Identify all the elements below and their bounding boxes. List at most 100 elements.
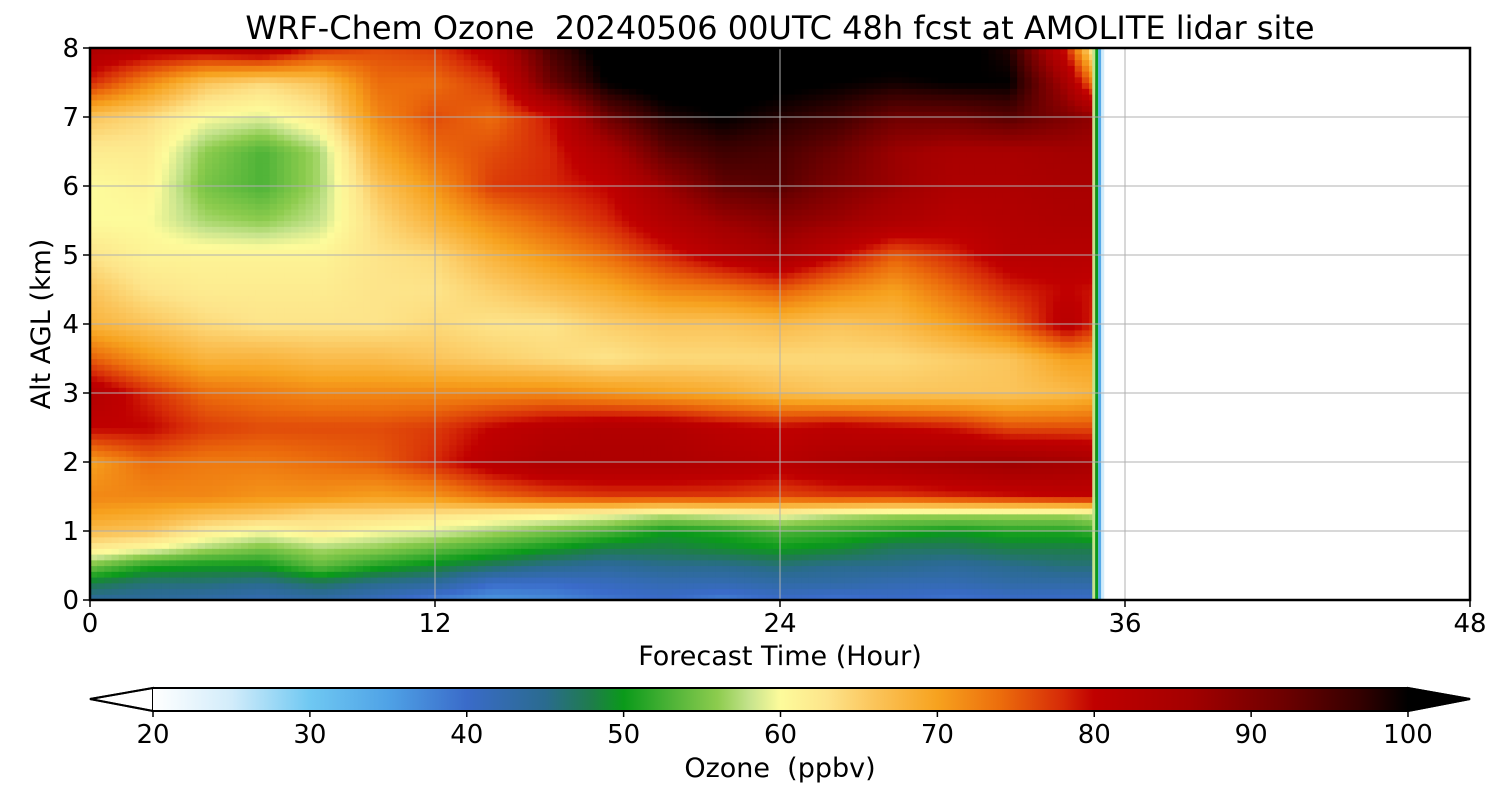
- heatmap-cell: [118, 335, 127, 342]
- heatmap-cell: [276, 312, 285, 319]
- heatmap-cell: [104, 588, 113, 595]
- heatmap-cell: [456, 289, 465, 296]
- heatmap-cell: [97, 283, 105, 291]
- heatmap-cell: [118, 59, 127, 66]
- heatmap-cell: [327, 335, 335, 342]
- heatmap-cell: [248, 450, 256, 457]
- heatmap-cell: [449, 358, 458, 365]
- heatmap-cell: [384, 416, 393, 423]
- heatmap-cell: [435, 48, 443, 55]
- heatmap-cell: [334, 433, 343, 440]
- heatmap-cell: [147, 536, 156, 544]
- heatmap-cell: [391, 536, 400, 544]
- heatmap-cell: [205, 393, 213, 400]
- heatmap-cell: [183, 531, 192, 538]
- heatmap-cell: [169, 502, 177, 509]
- heatmap-cell: [147, 381, 156, 388]
- heatmap-cell: [154, 421, 163, 429]
- heatmap-cell: [219, 485, 228, 492]
- heatmap-cell: [284, 519, 292, 526]
- heatmap-cell: [391, 145, 400, 153]
- heatmap-cell: [456, 502, 465, 509]
- heatmap-cell: [176, 174, 185, 181]
- heatmap-cell: [298, 301, 307, 308]
- heatmap-cell: [118, 594, 127, 600]
- heatmap-cell: [197, 352, 206, 360]
- heatmap-cell: [147, 145, 156, 153]
- heatmap-cell: [284, 554, 292, 561]
- heatmap-cell: [183, 364, 192, 371]
- heatmap-cell: [104, 266, 113, 273]
- heatmap-cell: [391, 427, 400, 434]
- heatmap-cell: [399, 220, 407, 227]
- heatmap-cell: [312, 462, 321, 469]
- heatmap-cell: [154, 180, 163, 187]
- heatmap-cell: [147, 117, 156, 124]
- heatmap-cell: [435, 502, 443, 509]
- heatmap-cell: [399, 76, 407, 84]
- heatmap-cell: [320, 88, 328, 95]
- heatmap-cell: [125, 479, 134, 486]
- heatmap-cell: [125, 209, 134, 216]
- heatmap-cell: [125, 203, 134, 210]
- heatmap-cell: [384, 283, 393, 291]
- heatmap-cell: [104, 387, 113, 394]
- heatmap-cell: [212, 59, 220, 66]
- heatmap-cell: [384, 260, 393, 268]
- heatmap-cell: [449, 410, 458, 417]
- heatmap-cell: [147, 531, 156, 538]
- heatmap-cell: [284, 145, 292, 153]
- heatmap-cell: [391, 134, 400, 141]
- heatmap-cell: [406, 88, 415, 95]
- heatmap-cell: [449, 197, 458, 204]
- heatmap-cell: [435, 214, 443, 222]
- heatmap-cell: [140, 260, 149, 268]
- heatmap-cell: [435, 99, 443, 107]
- heatmap-cell: [176, 548, 185, 555]
- heatmap-cell: [276, 381, 285, 388]
- heatmap-cell: [312, 249, 321, 256]
- heatmap-cell: [363, 65, 371, 72]
- heatmap-cell: [118, 168, 127, 176]
- heatmap-cell: [413, 439, 422, 446]
- heatmap-cell: [291, 370, 300, 377]
- heatmap-cell: [413, 410, 422, 417]
- heatmap-cell: [327, 197, 335, 204]
- heatmap-cell: [320, 490, 328, 498]
- heatmap-cell: [262, 272, 271, 279]
- heatmap-cell: [240, 59, 249, 66]
- heatmap-cell: [355, 393, 364, 400]
- heatmap-cell: [190, 117, 199, 124]
- heatmap-cell: [111, 490, 120, 498]
- heatmap-cell: [140, 329, 149, 337]
- heatmap-cell: [233, 214, 242, 222]
- heatmap-cell: [370, 416, 379, 423]
- heatmap-cell: [255, 145, 264, 153]
- heatmap-cell: [226, 214, 235, 222]
- heatmap-cell: [90, 410, 98, 417]
- heatmap-cell: [226, 191, 235, 199]
- heatmap-cell: [240, 324, 249, 331]
- heatmap-cell: [111, 375, 120, 383]
- heatmap-cell: [176, 140, 185, 147]
- heatmap-cell: [355, 157, 364, 164]
- heatmap-cell: [399, 588, 407, 595]
- heatmap-cell: [320, 594, 328, 600]
- heatmap-cell: [427, 324, 436, 331]
- heatmap-cell: [399, 565, 407, 572]
- heatmap-cell: [140, 502, 149, 509]
- heatmap-cell: [240, 490, 249, 498]
- heatmap-cell: [320, 163, 328, 170]
- heatmap-cell: [154, 168, 163, 176]
- heatmap-cell: [355, 571, 364, 578]
- heatmap-cell: [255, 180, 264, 187]
- heatmap-cell: [233, 375, 242, 383]
- heatmap-cell: [449, 140, 458, 147]
- heatmap-cell: [197, 174, 206, 181]
- heatmap-cell: [219, 525, 228, 532]
- heatmap-cell: [154, 479, 163, 486]
- heatmap-cell: [240, 358, 249, 365]
- heatmap-cell: [370, 65, 379, 72]
- heatmap-cell: [305, 249, 314, 256]
- heatmap-cell: [97, 220, 105, 227]
